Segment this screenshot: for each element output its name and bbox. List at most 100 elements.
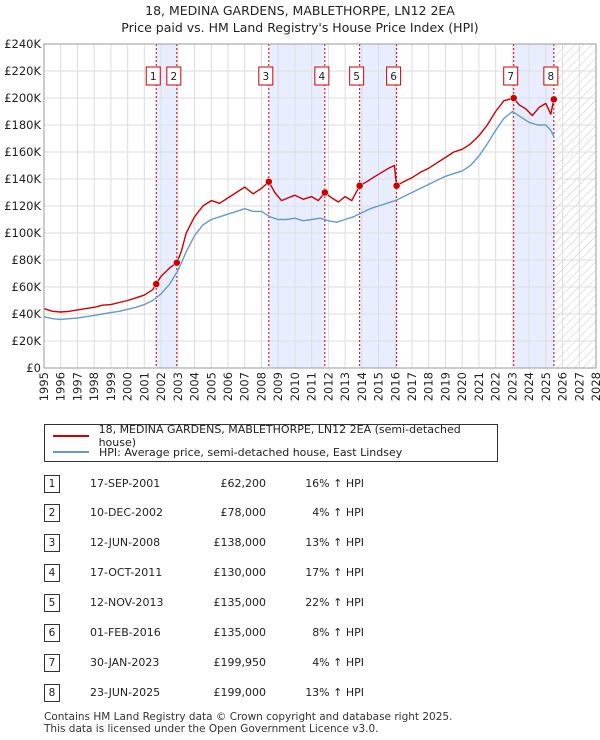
sale-number-box xyxy=(386,66,402,86)
y-tick-label: £100K xyxy=(4,226,41,240)
x-tick-label: 2015 xyxy=(372,372,386,401)
table-row: 6 01-FEB-2016 £135,000 8% ↑ HPI xyxy=(44,624,464,644)
x-tick-label: 2025 xyxy=(539,372,553,401)
sale-hpi-diff: 17% ↑ HPI xyxy=(305,566,364,579)
y-tick-label: £200K xyxy=(4,91,41,105)
sale-number-label: 2 xyxy=(170,71,177,83)
sale-point xyxy=(321,188,329,197)
x-tick-label: 2028 xyxy=(589,372,600,401)
sale-number-label: 6 xyxy=(390,71,397,83)
x-tick-label: 2000 xyxy=(121,372,135,401)
y-tick-label: £60K xyxy=(12,280,42,294)
sale-hpi-diff: 4% ↑ HPI xyxy=(312,656,364,669)
sale-number-label: 8 xyxy=(548,71,555,83)
sale-number-box xyxy=(258,66,274,86)
sale-point xyxy=(173,258,181,267)
legend-swatch-hpi xyxy=(53,451,89,453)
legend: 18, MEDINA GARDENS, MABLETHORPE, LN12 2E… xyxy=(44,423,498,462)
x-tick-label: 2005 xyxy=(204,372,218,401)
x-tick-label: 1997 xyxy=(70,372,84,401)
sale-point xyxy=(152,280,160,288)
footer-copyright: Contains HM Land Registry data © Crown c… xyxy=(44,711,453,723)
legend-item-hpi: HPI: Average price, semi-detached house,… xyxy=(53,445,402,459)
sale-date: 12-JUN-2008 xyxy=(90,536,161,549)
table-row: 3 12-JUN-2008 £138,000 13% ↑ HPI xyxy=(44,534,464,554)
table-row: 4 17-OCT-2011 £130,000 17% ↑ HPI xyxy=(44,564,464,584)
sale-point xyxy=(550,95,558,104)
sale-hpi-diff: 13% ↑ HPI xyxy=(305,686,364,699)
sale-point xyxy=(509,94,518,102)
table-row: 8 23-JUN-2025 £199,000 13% ↑ HPI xyxy=(44,684,464,704)
x-tick-label: 2002 xyxy=(154,372,168,401)
x-tick-label: 2024 xyxy=(522,372,536,401)
hpi-line xyxy=(43,110,555,321)
x-tick-label: 2007 xyxy=(238,372,252,401)
sale-price: £135,000 xyxy=(213,596,267,609)
sale-price: £138,000 xyxy=(213,536,267,549)
y-tick-label: £80K xyxy=(12,253,42,267)
sale-price: £62,200 xyxy=(220,477,267,490)
x-tick-label: 2012 xyxy=(321,372,335,401)
x-tick-label: 2014 xyxy=(355,372,369,401)
sale-price: £199,950 xyxy=(213,656,267,669)
x-tick-label: 2013 xyxy=(338,372,352,401)
footer-licence: This data is licensed under the Open Gov… xyxy=(44,723,379,735)
sale-point xyxy=(392,182,401,190)
sale-number-badge: 8 xyxy=(44,684,60,702)
sale-number-badge: 3 xyxy=(44,534,60,552)
sale-number-label: 5 xyxy=(353,71,360,83)
sale-hpi-diff: 4% ↑ HPI xyxy=(312,506,364,519)
sale-price: £199,000 xyxy=(213,686,267,699)
sale-date: 01-FEB-2016 xyxy=(90,626,161,639)
x-tick-label: 1999 xyxy=(104,372,118,401)
sale-hpi-diff: 16% ↑ HPI xyxy=(305,477,364,490)
legend-label-property: 18, MEDINA GARDENS, MABLETHORPE, LN12 2E… xyxy=(98,423,461,449)
legend-item-property: 18, MEDINA GARDENS, MABLETHORPE, LN12 2E… xyxy=(53,423,497,449)
sale-date: 12-NOV-2013 xyxy=(90,596,164,609)
y-tick-label: £140K xyxy=(4,172,41,186)
x-tick-label: 2004 xyxy=(188,372,202,401)
x-tick-label: 2008 xyxy=(254,372,268,401)
sale-number-label: 3 xyxy=(262,71,269,83)
sale-price: £78,000 xyxy=(220,506,267,519)
y-tick-label: £20K xyxy=(12,334,42,348)
sale-number-box xyxy=(145,66,161,86)
sale-number-badge: 2 xyxy=(44,504,60,522)
sale-number-box xyxy=(349,66,365,86)
sale-number-badge: 4 xyxy=(44,564,60,582)
y-tick-label: £240K xyxy=(4,37,41,51)
chart-subtitle: Price paid vs. HM Land Registry's House … xyxy=(121,20,479,35)
x-tick-label: 2021 xyxy=(472,372,486,401)
sale-date: 17-OCT-2011 xyxy=(90,566,163,579)
y-tick-label: £220K xyxy=(4,64,41,78)
sale-date: 23-JUN-2025 xyxy=(90,686,161,699)
chart-title: 18, MEDINA GARDENS, MABLETHORPE, LN12 2E… xyxy=(145,3,455,18)
x-tick-label: 2001 xyxy=(137,372,151,401)
sale-number-box xyxy=(166,66,182,86)
sale-date: 10-DEC-2002 xyxy=(90,506,164,519)
sale-point xyxy=(265,177,273,186)
plot-frame xyxy=(43,43,597,369)
sale-number-badge: 5 xyxy=(44,594,60,612)
sale-hpi-diff: 8% ↑ HPI xyxy=(312,626,364,639)
x-tick-label: 2006 xyxy=(221,372,235,401)
sale-date: 30-JAN-2023 xyxy=(90,656,160,669)
property-price-line xyxy=(43,97,555,313)
x-tick-label: 1995 xyxy=(37,372,51,401)
y-tick-label: £0 xyxy=(26,361,41,375)
x-tick-label: 2026 xyxy=(556,372,570,401)
sale-hpi-diff: 13% ↑ HPI xyxy=(305,536,364,549)
sale-number-badge: 6 xyxy=(44,624,60,642)
sale-number-badge: 7 xyxy=(44,654,60,672)
table-row: 7 30-JAN-2023 £199,950 4% ↑ HPI xyxy=(44,654,464,674)
x-tick-label: 2011 xyxy=(305,372,319,401)
sale-number-badge: 1 xyxy=(44,475,60,493)
sale-number-label: 4 xyxy=(319,71,326,83)
x-tick-label: 2003 xyxy=(171,372,185,401)
x-tick-label: 2023 xyxy=(505,372,519,401)
x-tick-label: 2020 xyxy=(455,372,469,401)
x-tick-label: 1996 xyxy=(54,372,68,401)
sale-number-label: 1 xyxy=(150,71,157,83)
y-tick-label: £180K xyxy=(4,118,41,132)
sale-date: 17-SEP-2001 xyxy=(90,477,161,490)
